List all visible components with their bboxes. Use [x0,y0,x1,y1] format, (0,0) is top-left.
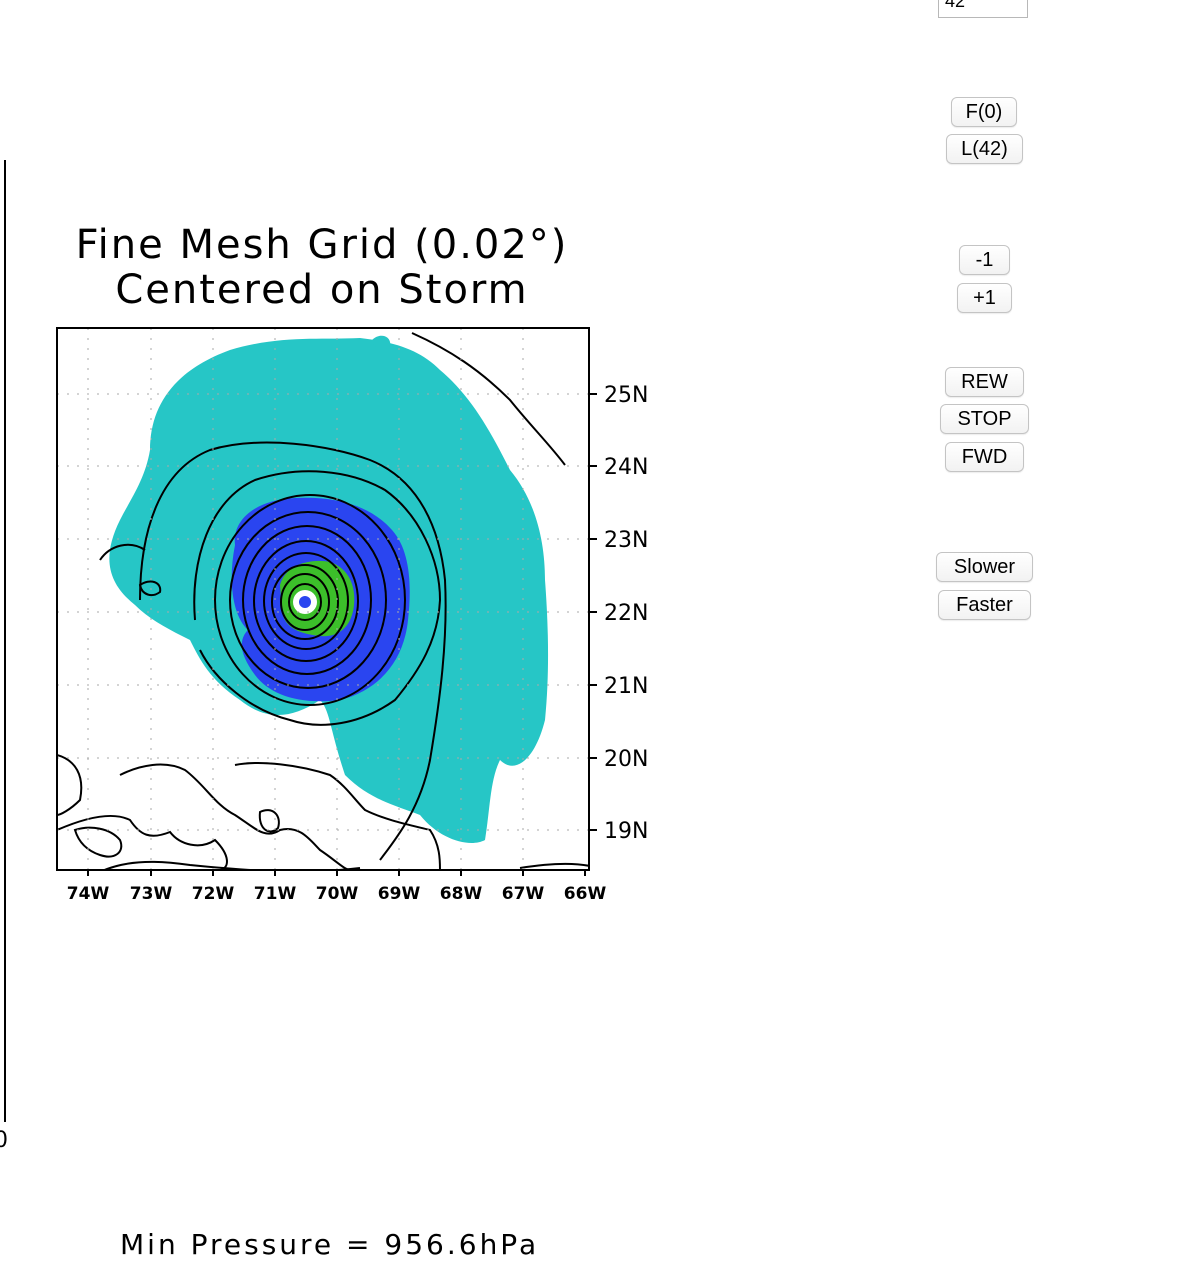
lat-label: 21N [604,674,648,699]
frame-number-input[interactable]: 42 [938,0,1028,18]
lat-ticks [589,393,597,831]
map-title-line1: Fine Mesh Grid (0.02°) [76,222,569,268]
coastlines [57,332,589,870]
lon-label: 67W [502,884,545,904]
eye-center [299,596,311,608]
step-forward-button[interactable]: +1 [957,283,1012,313]
lat-labels: 25N 24N 23N 22N 21N 20N 19N [604,383,648,844]
lon-label: 73W [130,884,173,904]
first-frame-button[interactable]: F(0) [951,97,1017,127]
lat-label: 23N [604,528,648,553]
last-frame-button[interactable]: L(42) [946,134,1023,164]
outer-precip-fragment [372,335,391,350]
lon-label: 68W [440,884,483,904]
lon-label: 71W [254,884,297,904]
lon-label: 74W [67,884,110,904]
lat-label: 20N [604,747,648,772]
forward-button[interactable]: FWD [945,442,1024,472]
lon-label: 69W [378,884,421,904]
lat-label: 25N [604,383,648,408]
map-title-line2: Centered on Storm [115,267,528,313]
lat-label: 24N [604,455,648,480]
lon-label: 66W [564,884,607,904]
left-scale-bar [0,160,6,1122]
storm-map: Fine Mesh Grid (0.02°) Centered on Storm [0,200,700,920]
lon-label: 70W [316,884,359,904]
left-scale-label: 0 [0,1128,8,1153]
lat-label: 22N [604,601,648,626]
step-back-button[interactable]: -1 [959,245,1010,275]
lat-label: 19N [604,819,648,844]
lon-label: 72W [192,884,235,904]
stop-button[interactable]: STOP [940,404,1029,434]
outer-precip-fragment [466,435,487,458]
lon-labels: 74W 73W 72W 71W 70W 69W 68W 67W 66W [67,884,607,904]
rewind-button[interactable]: REW [945,367,1024,397]
faster-button[interactable]: Faster [938,590,1031,620]
storm-map-svg: Fine Mesh Grid (0.02°) Centered on Storm [56,222,648,904]
min-pressure-readout: Min Pressure = 956.6hPa [120,1228,540,1261]
pressure-contours [139,441,447,861]
lon-ticks [87,870,586,876]
plot-frame [56,327,590,871]
slower-button[interactable]: Slower [936,552,1033,582]
map-gridlines [57,328,589,870]
